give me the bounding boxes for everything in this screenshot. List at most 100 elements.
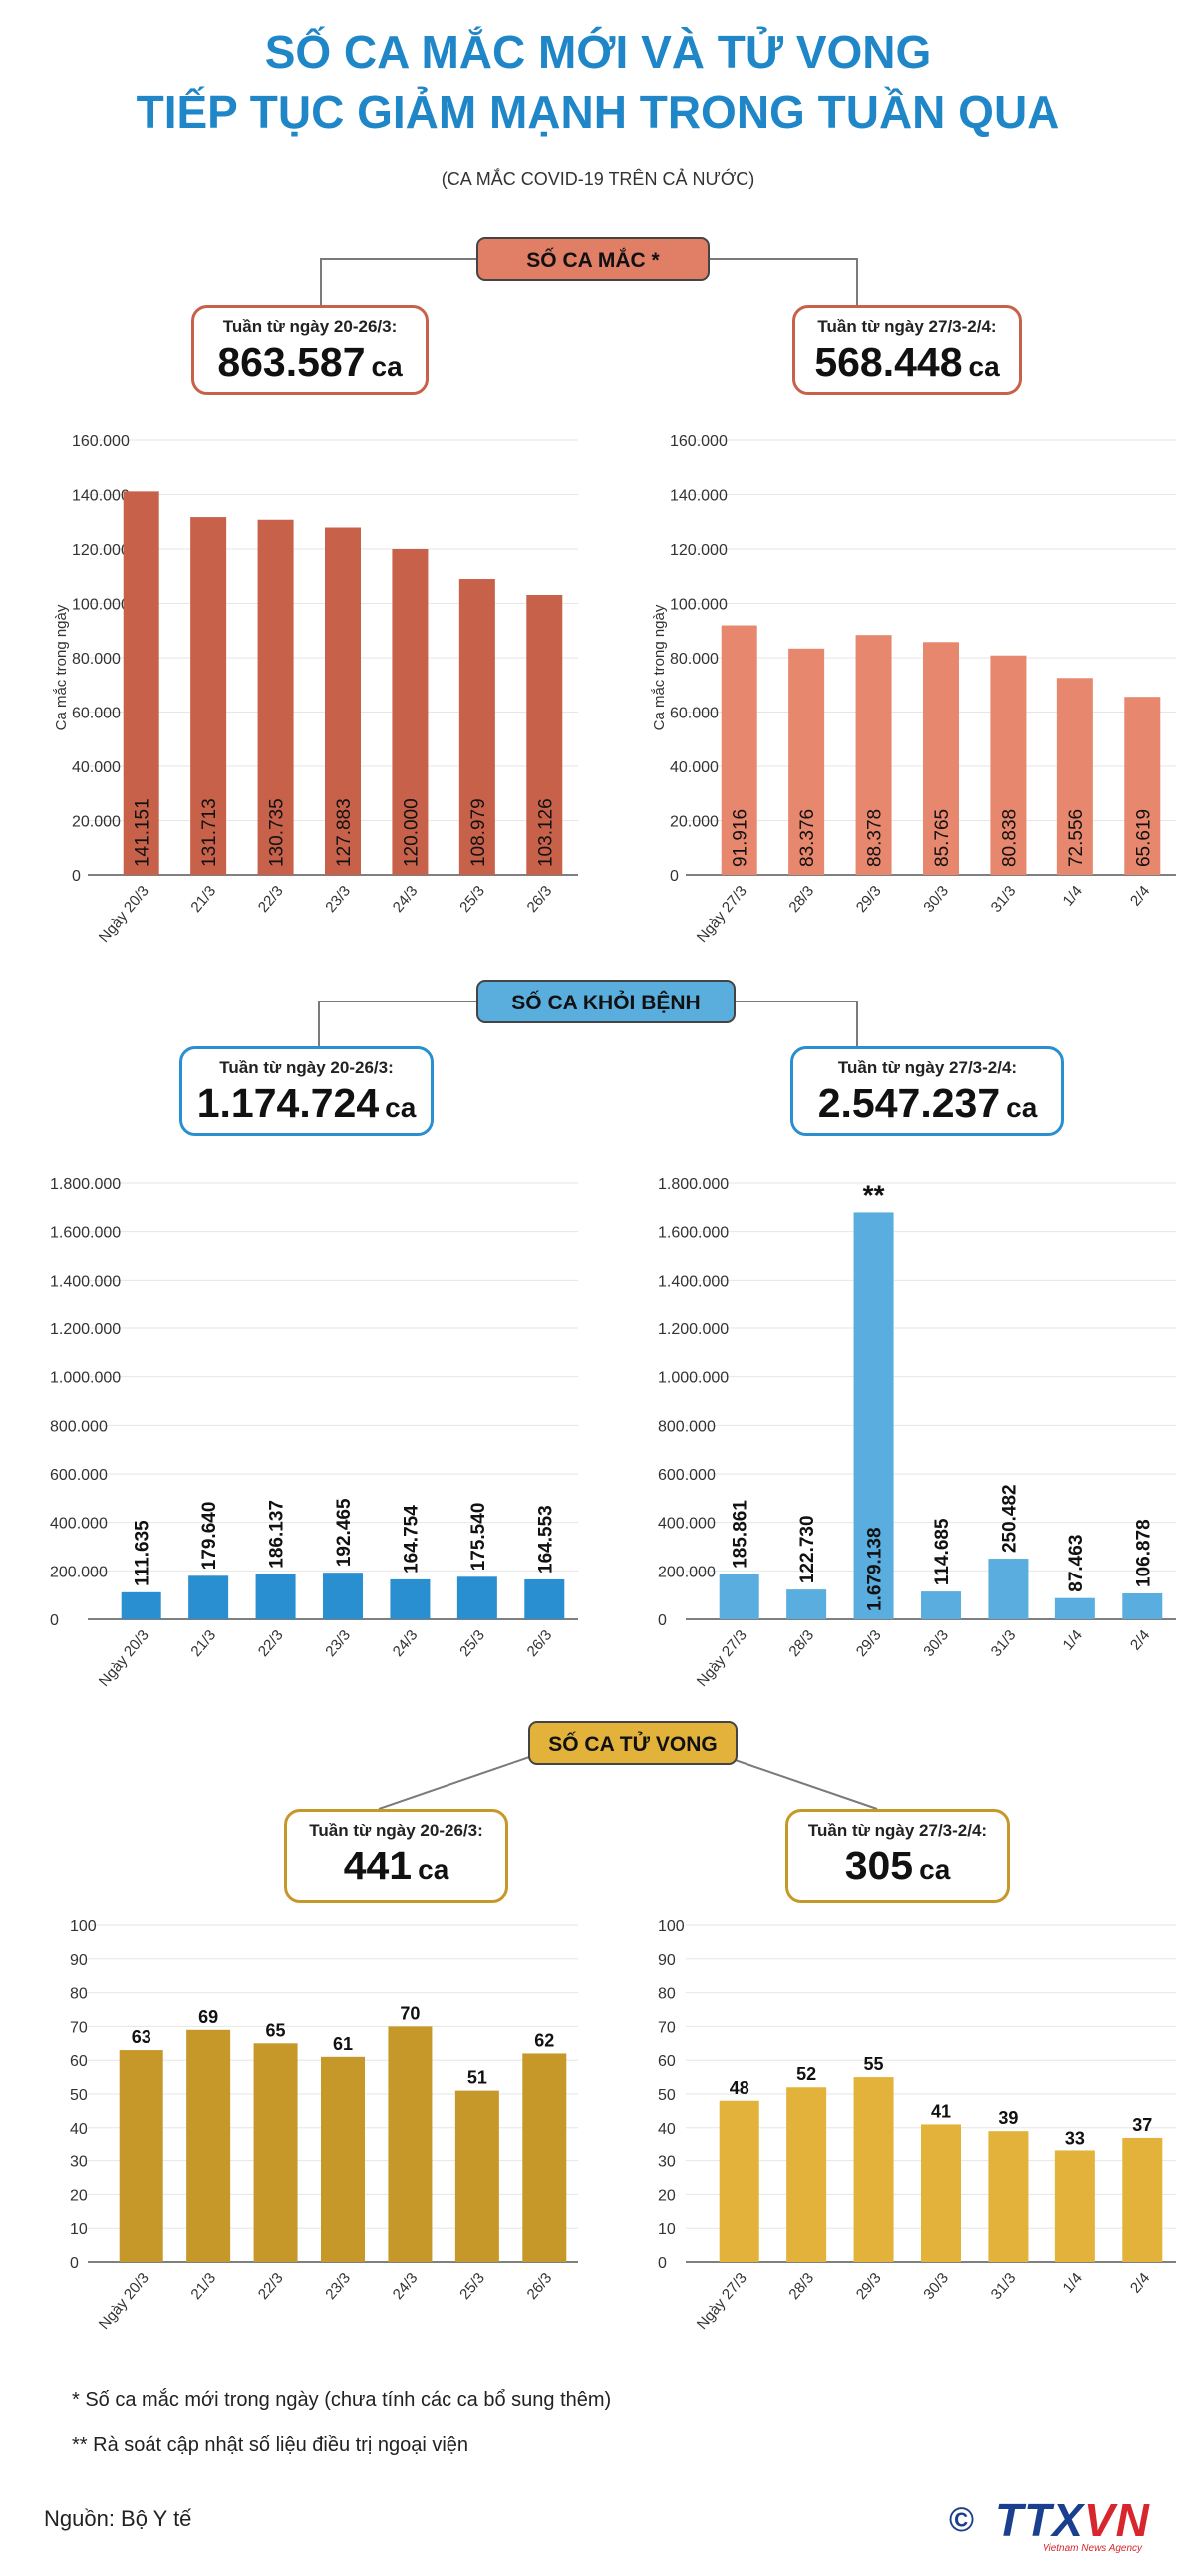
card-value-number: 568.448: [814, 339, 963, 385]
y-tick-label: 100: [70, 1918, 97, 1935]
x-tick-label: 31/3: [988, 2270, 1020, 2303]
card-label: Tuần từ ngày 27/3-2/4:: [817, 317, 997, 336]
data-label: 88.378: [865, 809, 886, 867]
card-value: 1.174.724 ca: [182, 1080, 431, 1127]
data-label: 127.883: [334, 798, 355, 867]
bar: [988, 2131, 1029, 2262]
x-tick-label: 2/4: [1127, 1627, 1153, 1654]
section-label-cases: SỐ CA MẮC *: [476, 237, 710, 281]
bar: [853, 1212, 894, 1619]
bar: [1056, 678, 1093, 875]
connector-deaths-right: [717, 1753, 878, 1810]
data-label: 87.463: [1066, 1535, 1087, 1592]
y-tick-label: 50: [658, 2087, 676, 2104]
x-tick-label: 24/3: [390, 1627, 422, 1660]
connector-recovered-left: [318, 1001, 476, 1046]
y-tick-label: 1.800.000: [658, 1176, 729, 1193]
data-label: 39: [998, 2108, 1018, 2128]
y-tick-label: 0: [658, 1612, 667, 1629]
y-axis-label: Ca mắc trong ngày: [53, 604, 70, 730]
bar: [988, 1559, 1029, 1619]
y-tick-label: 20.000: [670, 814, 719, 831]
x-tick-label: 25/3: [456, 2270, 488, 2303]
y-tick-label: 20: [658, 2187, 676, 2204]
bar: [855, 635, 892, 875]
data-label: 185.861: [731, 1500, 751, 1569]
x-tick-label: 24/3: [390, 883, 422, 916]
bar: [1054, 1597, 1095, 1619]
card-value-number: 2.547.237: [817, 1080, 1001, 1126]
connector-recovered-right: [736, 1001, 858, 1046]
x-tick-label: 25/3: [456, 883, 488, 916]
y-tick-label: 20.000: [72, 814, 121, 831]
data-label: 114.685: [932, 1518, 953, 1585]
data-label: 179.640: [199, 1502, 220, 1571]
card-value-unit: ca: [1006, 1092, 1038, 1123]
chart-cases-week2: 0 20.000 40.000 60.000 80.000 100.000 120.000 1…: [651, 433, 1176, 946]
y-tick-label: 60.000: [670, 706, 719, 722]
card-label: Tuần từ ngày 20-26/3:: [222, 317, 398, 336]
x-tick-label: 23/3: [322, 1627, 354, 1660]
y-tick-label: 100: [658, 1918, 685, 1935]
data-label: 72.556: [1066, 809, 1087, 867]
data-label: 65.619: [1133, 809, 1154, 867]
y-tick-label: 80.000: [670, 651, 719, 668]
x-tick-label: 22/3: [255, 883, 287, 916]
logo-tagline: Vietnam News Agency: [1043, 2543, 1143, 2554]
card-value-unit: ca: [919, 1855, 951, 1885]
section-label-cases-text: SỐ CA MẮC *: [526, 249, 660, 272]
y-tick-label: 160.000: [670, 433, 728, 450]
source-text: Nguồn: Bộ Y tế: [44, 2506, 192, 2531]
card-value-number: 441: [343, 1843, 413, 1888]
bar: [119, 2050, 163, 2262]
x-tick-label: 26/3: [524, 2270, 556, 2303]
x-tick-label: 29/3: [853, 2270, 885, 2303]
bar: [990, 655, 1027, 875]
data-label: 164.553: [535, 1505, 556, 1574]
summary-card-recovered-week1: Tuần từ ngày 20-26/3: 1.174.724 ca: [179, 1046, 434, 1136]
bar: [721, 625, 757, 875]
bar: [257, 519, 294, 875]
data-label: 192.465: [334, 1498, 355, 1567]
data-label: 41: [931, 2101, 951, 2121]
x-tick-label: 28/3: [785, 1627, 817, 1660]
data-label: 131.713: [199, 798, 220, 867]
x-tick-label: 2/4: [1127, 883, 1153, 910]
y-tick-label: 1.400.000: [658, 1273, 729, 1289]
section-label-deaths: SỐ CA TỬ VONG: [528, 1721, 738, 1765]
y-tick-label: 400.000: [658, 1516, 716, 1533]
bar: [121, 1591, 161, 1619]
connector-deaths-left: [378, 1753, 539, 1810]
card-label: Tuần từ ngày 27/3-2/4:: [807, 1821, 988, 1840]
bar: [1124, 697, 1161, 875]
y-tick-label: 0: [70, 2255, 79, 2272]
y-tick-label: 70: [658, 2019, 676, 2036]
bar: [123, 491, 159, 875]
data-label: 130.735: [267, 798, 288, 867]
chart-recovered-week2: 0 200.000 400.000 600.000 800.000 1.000.000 1.…: [658, 1176, 1176, 1690]
bar: [921, 1591, 961, 1619]
bar: [923, 642, 959, 875]
bar: [921, 2124, 961, 2262]
chart-deaths-week1: 0 10 20 30 40 50 60 70 80 90 100 63 Ngày 20/3 69 21/3 6…: [70, 1918, 578, 2333]
y-tick-label: 0: [658, 2255, 667, 2272]
y-tick-label: 1.400.000: [50, 1273, 121, 1289]
logo-wordmark-part1: TTX: [995, 2494, 1084, 2546]
annotation-marker: **: [863, 1179, 885, 1210]
x-tick-label: 25/3: [456, 1627, 488, 1660]
x-tick-label: 22/3: [255, 1627, 287, 1660]
x-tick-label: 30/3: [920, 1627, 952, 1660]
data-label: 61: [333, 2034, 353, 2054]
data-label: 103.126: [535, 798, 556, 867]
x-tick-label: Ngày 27/3: [694, 1627, 750, 1690]
y-tick-label: 800.000: [50, 1418, 108, 1435]
y-tick-label: 0: [72, 868, 81, 885]
bar: [786, 1589, 827, 1619]
data-label: 70: [400, 2003, 420, 2023]
data-label: 55: [864, 2054, 884, 2074]
bar: [190, 517, 227, 875]
x-tick-label: 1/4: [1059, 1627, 1085, 1654]
x-tick-label: 1/4: [1059, 2270, 1085, 2297]
card-value: 863.587 ca: [194, 339, 426, 386]
summary-card-cases-week2: Tuần từ ngày 27/3-2/4: 568.448 ca: [792, 305, 1022, 395]
